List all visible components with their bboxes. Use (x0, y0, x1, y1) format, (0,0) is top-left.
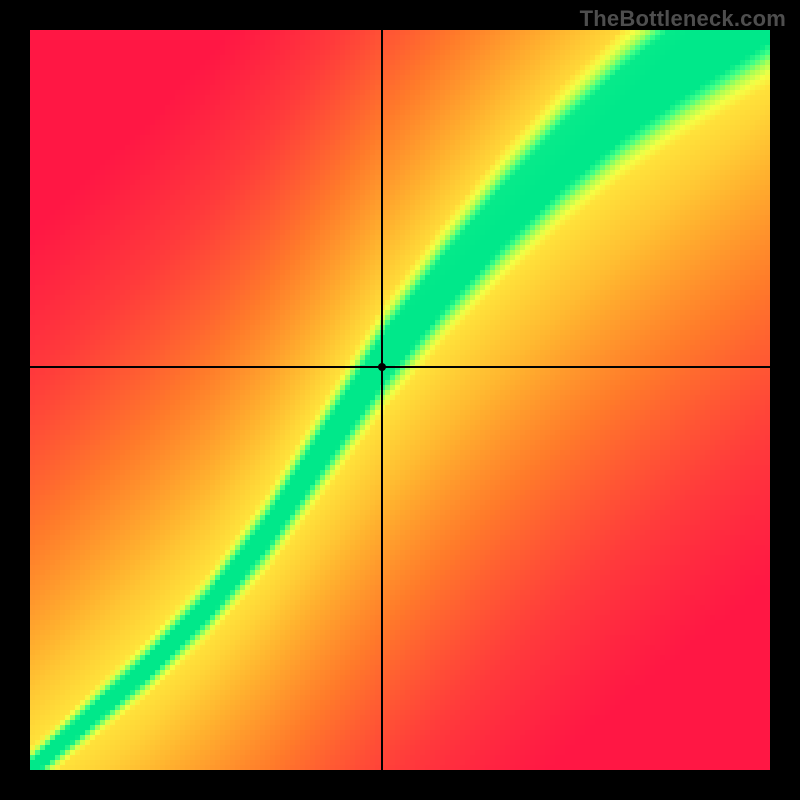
heatmap-canvas (30, 30, 770, 770)
crosshair-vertical (381, 30, 383, 770)
chart-root: TheBottleneck.com (0, 0, 800, 800)
watermark-text: TheBottleneck.com (580, 6, 786, 32)
crosshair-horizontal (30, 366, 770, 368)
crosshair-marker (378, 363, 386, 371)
